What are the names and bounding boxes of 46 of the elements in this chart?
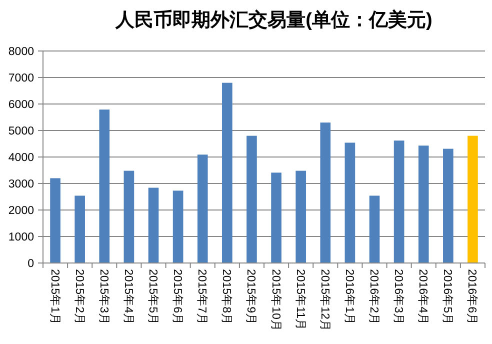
bar — [197, 154, 208, 263]
x-tick-label: 2016年2月 — [368, 269, 380, 325]
bar — [296, 170, 306, 263]
bar — [222, 82, 232, 263]
bar — [124, 170, 134, 263]
y-tick-label: 4000 — [8, 152, 34, 164]
bar — [443, 148, 454, 263]
x-tick-label: 2015年10月 — [269, 269, 282, 332]
x-tick-label: 2015年6月 — [171, 269, 184, 325]
bar — [148, 188, 159, 263]
y-tick-label: 5000 — [8, 126, 34, 138]
x-tick-label: 2016年5月 — [441, 269, 454, 325]
x-tick-label: 2015年11月 — [294, 269, 307, 331]
x-tick-label: 2016年4月 — [416, 269, 430, 325]
x-tick-label: 2016年1月 — [342, 269, 356, 325]
x-tick-label: 2015年4月 — [122, 269, 135, 325]
x-tick-label: 2015年7月 — [196, 269, 209, 325]
bar — [74, 196, 85, 263]
bar — [344, 142, 356, 263]
bar — [394, 140, 404, 263]
bar — [418, 146, 429, 263]
x-tick-label: 2015年2月 — [72, 269, 86, 325]
y-tick-label: 8000 — [8, 46, 34, 58]
bar — [320, 122, 331, 263]
x-tick-label: 2016年6月 — [466, 269, 479, 325]
bar — [172, 190, 184, 263]
bar — [271, 172, 282, 263]
x-tick-label: 2015年12月 — [318, 269, 332, 332]
x-tick-label: 2015年8月 — [220, 269, 234, 325]
chart-title: 人民币即期外汇交易量(单位：亿美元) — [114, 9, 432, 31]
x-tick-label: 2016年3月 — [392, 269, 406, 325]
y-tick-label: 3000 — [8, 178, 34, 190]
x-tick-label: 2015年3月 — [97, 269, 110, 325]
y-tick-label: 6000 — [8, 99, 34, 111]
bar — [50, 178, 60, 263]
bar — [99, 110, 110, 263]
y-tick-label: 1000 — [8, 232, 34, 244]
bar — [246, 136, 257, 263]
y-tick-label: 2000 — [8, 205, 34, 217]
y-tick-label: 7000 — [8, 72, 34, 84]
y-tick-label: 0 — [28, 258, 34, 270]
bar — [369, 196, 380, 263]
x-tick-label: 2015年9月 — [244, 269, 258, 325]
bar — [468, 136, 478, 263]
x-tick-label: 2015年5月 — [146, 269, 160, 325]
x-tick-label: 2015年1月 — [48, 269, 62, 325]
